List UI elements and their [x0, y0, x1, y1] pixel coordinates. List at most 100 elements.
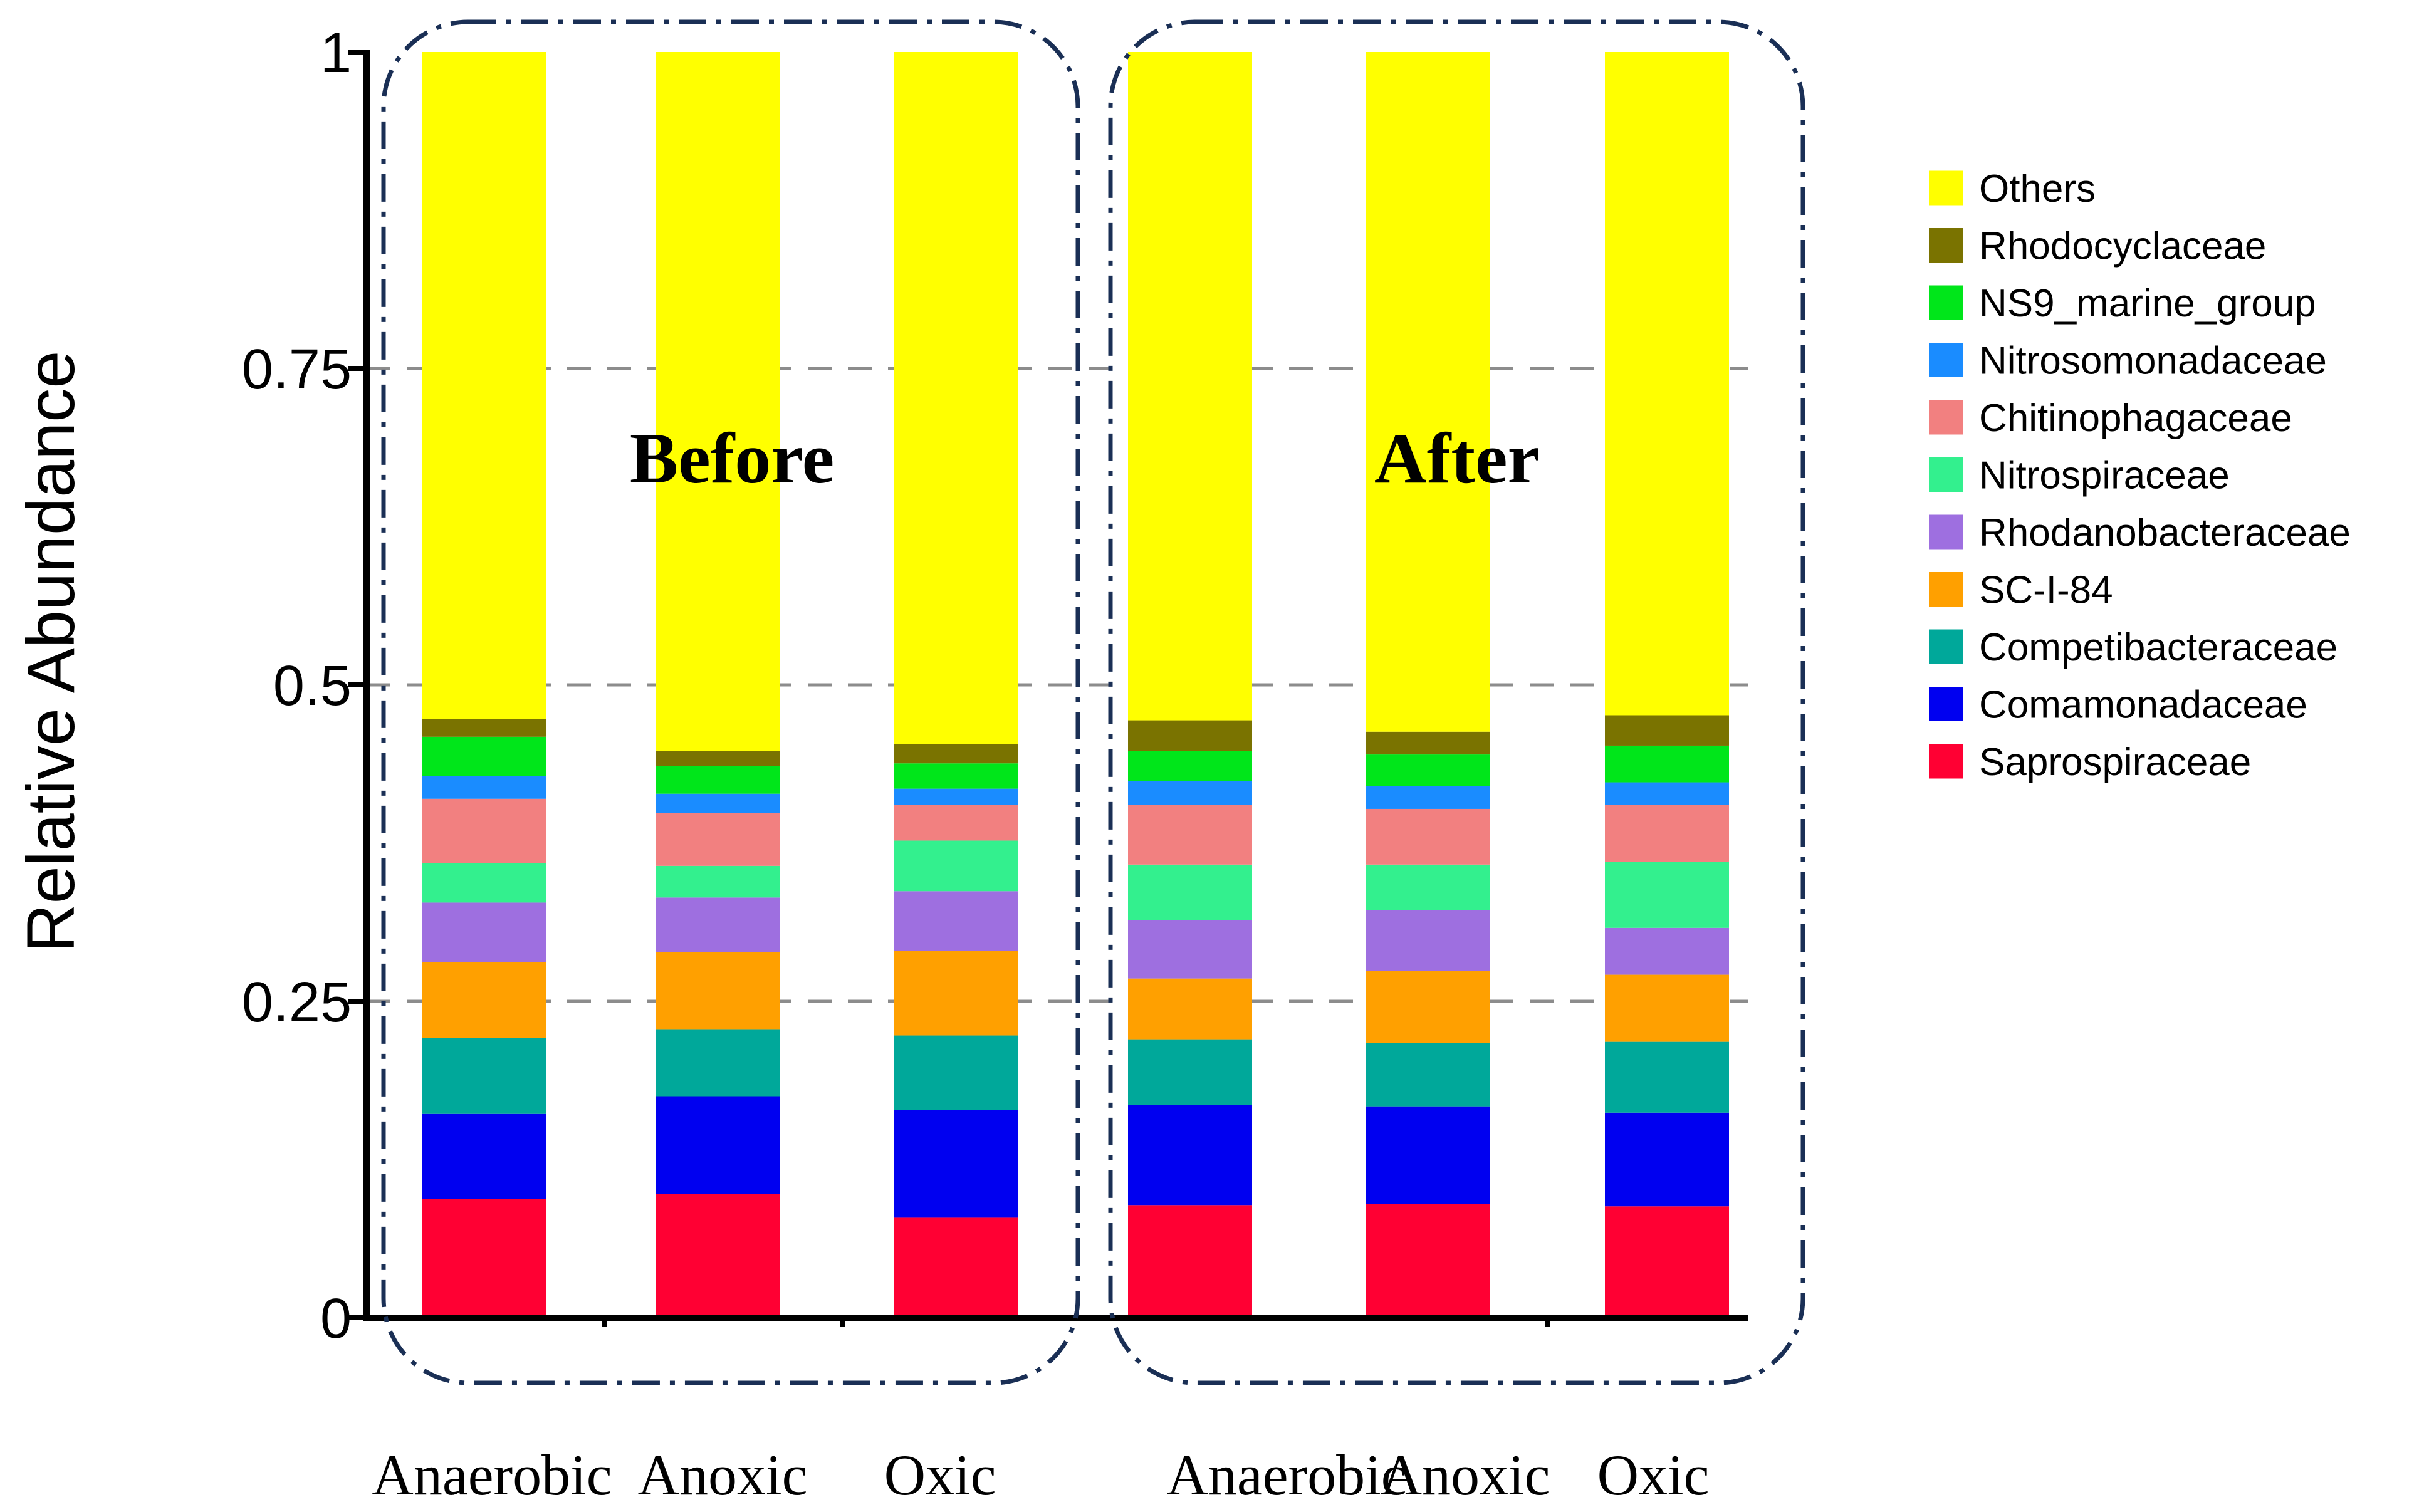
bar-segment-chitinophagaceae	[422, 798, 546, 863]
bar-segment-rhodocyclaceae	[894, 744, 1018, 764]
bar-segment-others	[894, 52, 1018, 744]
legend-label: Rhodanobacteraceae	[1979, 511, 2351, 555]
bar-segment-rhodanobacteraceae	[1605, 927, 1729, 975]
bar-segment-saprospiraceae	[1128, 1205, 1252, 1318]
legend-label: Nitrospiraceae	[1979, 454, 2230, 498]
legend-label: Comamonadaceae	[1979, 684, 2307, 727]
bar-segment-others	[1605, 52, 1729, 716]
legend-swatch	[1929, 228, 1963, 263]
bar-segment-nitrosomonadaceae	[656, 793, 780, 813]
legend-label: Rhodocyclaceae	[1979, 225, 2266, 268]
x-category-label: Anaerobic	[1166, 1443, 1406, 1507]
group-label: After	[1374, 419, 1540, 499]
legend-label: SC-I-84	[1979, 569, 2113, 612]
y-tick-label: 0.25	[242, 971, 352, 1034]
x-category-label: Anoxic	[638, 1443, 808, 1507]
legend-swatch	[1929, 629, 1963, 664]
y-tick-label: 0.5	[273, 655, 352, 717]
bar-segment-nitrosomonadaceae	[1128, 781, 1252, 805]
bar-segment-nitrosomonadaceae	[422, 776, 546, 799]
legend-label: Others	[1979, 167, 2096, 211]
bar-segment-rhodanobacteraceae	[894, 891, 1018, 951]
legend-swatch	[1929, 400, 1963, 435]
x-category-label: Anaerobic	[372, 1443, 612, 1507]
bar-segment-nitrosomonadaceae	[894, 788, 1018, 805]
bar-segment-competibacteraceae	[656, 1029, 780, 1097]
bar-segment-sc-i-84	[656, 952, 780, 1030]
bar-segment-chitinophagaceae	[894, 805, 1018, 841]
bar-segment-competibacteraceae	[1605, 1041, 1729, 1113]
x-category-label: Oxic	[1597, 1443, 1710, 1507]
bar-segment-others	[1128, 52, 1252, 721]
bar-segment-comamonadaceae	[422, 1113, 546, 1199]
bar-segment-saprospiraceae	[422, 1199, 546, 1318]
bar-segment-saprospiraceae	[1366, 1204, 1490, 1318]
bar-segment-comamonadaceae	[656, 1096, 780, 1194]
bar-segment-ns9-marine-group	[422, 736, 546, 776]
legend-label: Nitrosomonadaceae	[1979, 340, 2327, 383]
legend-label: Chitinophagaceae	[1979, 397, 2292, 440]
bar-segment-comamonadaceae	[1366, 1106, 1490, 1204]
bar-segment-nitrosomonadaceae	[1605, 782, 1729, 805]
y-tick-label: 0	[320, 1288, 352, 1350]
bar-segment-rhodocyclaceae	[1605, 715, 1729, 746]
bar-segment-nitrospiraceae	[894, 840, 1018, 892]
bar-segment-saprospiraceae	[1605, 1206, 1729, 1318]
legend-swatch	[1929, 457, 1963, 492]
y-tick-label: 0.75	[242, 338, 352, 401]
bar-segment-saprospiraceae	[656, 1194, 780, 1318]
group-label: Before	[630, 419, 834, 499]
bar-segment-rhodocyclaceae	[422, 719, 546, 737]
bar-segment-sc-i-84	[1128, 978, 1252, 1040]
bar-segment-competibacteraceae	[422, 1038, 546, 1114]
bar-segment-nitrospiraceae	[1366, 864, 1490, 910]
legend-swatch	[1929, 744, 1963, 779]
legend-swatch	[1929, 572, 1963, 607]
bar-segment-ns9-marine-group	[656, 766, 780, 794]
bar-segment-sc-i-84	[894, 951, 1018, 1036]
bar-segment-nitrospiraceae	[1605, 862, 1729, 928]
legend-label: Saprospiraceae	[1979, 741, 2251, 784]
bar-segment-chitinophagaceae	[1605, 805, 1729, 862]
bar-segment-ns9-marine-group	[894, 763, 1018, 789]
legend-label: Competibacteraceae	[1979, 626, 2337, 669]
bar-segment-rhodanobacteraceae	[656, 897, 780, 952]
bar-segment-ns9-marine-group	[1605, 745, 1729, 783]
bar-segment-nitrospiraceae	[422, 863, 546, 903]
bar-segment-comamonadaceae	[1605, 1112, 1729, 1207]
bar-segment-competibacteraceae	[894, 1035, 1018, 1110]
group-box	[381, 19, 1080, 1385]
bar-segment-rhodanobacteraceae	[422, 902, 546, 962]
bar-segment-sc-i-84	[422, 962, 546, 1038]
bar-segment-rhodocyclaceae	[656, 751, 780, 766]
legend-swatch	[1929, 514, 1963, 550]
x-category-label: Oxic	[884, 1443, 996, 1507]
y-tick-label: 1	[320, 22, 352, 85]
group-box	[1108, 19, 1805, 1385]
bar-segment-ns9-marine-group	[1366, 754, 1490, 786]
bar-segment-comamonadaceae	[1128, 1105, 1252, 1206]
legend-label: NS9_marine_group	[1979, 282, 2316, 325]
bar-segment-saprospiraceae	[894, 1217, 1018, 1318]
bar-segment-chitinophagaceae	[656, 813, 780, 866]
bar-segment-others	[1366, 52, 1490, 732]
bar-segment-competibacteraceae	[1366, 1043, 1490, 1107]
y-axis-title: Relative Abundance	[13, 351, 88, 953]
legend-swatch	[1929, 687, 1963, 721]
bar-segment-rhodocyclaceae	[1366, 731, 1490, 755]
bar-segment-ns9-marine-group	[1128, 751, 1252, 781]
bar-segment-others	[656, 52, 780, 751]
bar-segment-rhodanobacteraceae	[1128, 920, 1252, 979]
bar-segment-rhodanobacteraceae	[1366, 910, 1490, 971]
bar-segment-nitrospiraceae	[656, 865, 780, 898]
legend-swatch	[1929, 170, 1963, 206]
bar-segment-sc-i-84	[1605, 974, 1729, 1042]
x-category-label: Anoxic	[1381, 1443, 1550, 1507]
bar-segment-comamonadaceae	[894, 1110, 1018, 1218]
bar-segment-nitrospiraceae	[1128, 864, 1252, 920]
bar-segment-competibacteraceae	[1128, 1039, 1252, 1105]
bar-segment-others	[422, 52, 546, 719]
bar-segment-rhodocyclaceae	[1128, 720, 1252, 751]
